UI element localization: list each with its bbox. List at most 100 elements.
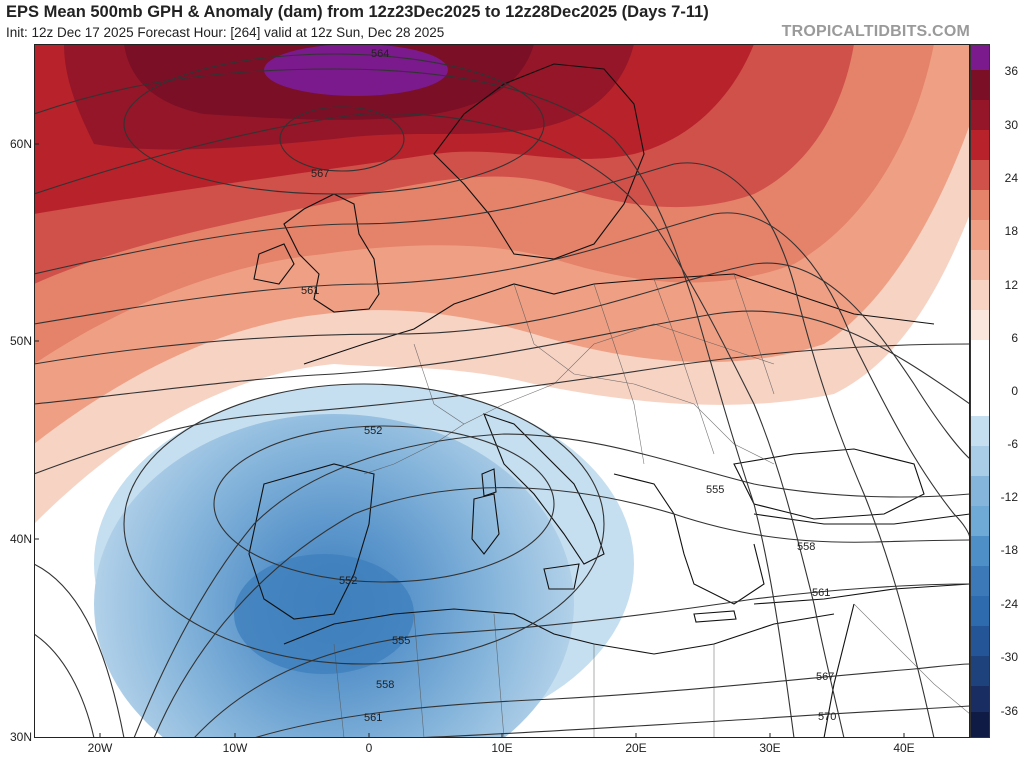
lat-label: 30N	[9, 730, 32, 744]
site-brand[interactable]: TROPICALTIDBITS.COM	[781, 23, 970, 40]
contour-567-south	[253, 663, 970, 738]
africa-coast	[283, 608, 835, 655]
colorbar-label: 0	[1011, 384, 1018, 398]
weather-map: 564 567 561 552 552 555 555 558 558 561 …	[34, 44, 970, 738]
border-line	[853, 603, 970, 715]
contour-555-ring	[123, 383, 605, 665]
chart-title: EPS Mean 500mb GPH & Anomaly (dam) from …	[6, 3, 709, 21]
border-line	[513, 283, 775, 465]
contour-label: 567	[816, 671, 834, 683]
border-line	[413, 323, 775, 425]
crete-coast	[693, 610, 737, 623]
contour-555	[133, 433, 970, 738]
colorbar-label: -12	[1000, 490, 1018, 504]
colorbar-swatch	[970, 130, 990, 160]
mainland-europe-coast	[303, 273, 935, 365]
contour-line	[34, 563, 125, 738]
contour-line	[34, 212, 970, 540]
contour-561-south	[193, 583, 970, 738]
colorbar-swatch	[970, 686, 990, 712]
colorbar-label: 18	[1004, 224, 1018, 238]
contour-line	[34, 310, 970, 405]
border-line	[333, 613, 715, 738]
lon-label: 40E	[893, 741, 915, 755]
chart-subtitle: Init: 12z Dec 17 2025 Forecast Hour: [26…	[6, 25, 445, 40]
contour-label: 558	[376, 679, 394, 691]
colorbar-swatch	[970, 536, 990, 566]
contour-label: 561	[301, 285, 319, 297]
map-frame	[34, 44, 970, 738]
black-sea-coast	[733, 448, 925, 520]
colorbar-swatch	[970, 310, 990, 340]
colorbar-label: 6	[1011, 331, 1018, 345]
height-contours	[34, 53, 970, 738]
contour-570-south	[413, 705, 970, 738]
contour-label: 567	[311, 168, 329, 180]
lat-label: 40N	[9, 532, 32, 546]
colorbar-label: 12	[1004, 278, 1018, 292]
colorbar-label: -24	[1000, 597, 1018, 611]
sardinia-coast	[471, 493, 500, 555]
contour-label: 561	[364, 712, 382, 724]
levant-coast	[823, 603, 855, 738]
contour-line	[34, 112, 845, 738]
contour-label: 555	[706, 484, 724, 496]
colorbar-swatch	[970, 160, 990, 190]
colorbar-swatch	[970, 506, 990, 536]
colorbar-swatch	[970, 44, 990, 70]
colorbar-label: -18	[1000, 543, 1018, 557]
colorbar-swatch	[970, 340, 990, 416]
colorbar-swatch	[970, 190, 990, 220]
iberia-coast	[248, 463, 375, 620]
colorbar-label: 30	[1004, 118, 1018, 132]
colorbar-swatch	[970, 626, 990, 656]
border-line	[733, 273, 775, 395]
colorbar-swatch	[970, 596, 990, 626]
coastlines	[248, 63, 970, 738]
contour-561	[34, 162, 935, 738]
lon-label: 0	[365, 741, 373, 755]
contour-label: 552	[339, 575, 357, 587]
lon-label: 20E	[625, 741, 647, 755]
contour-label: 570	[818, 711, 836, 723]
border-line	[363, 423, 465, 475]
contour-label: 552	[364, 425, 382, 437]
lat-label: 60N	[9, 137, 32, 151]
country-borders	[333, 273, 970, 738]
corsica-coast	[481, 468, 497, 497]
contour-line	[34, 633, 95, 738]
contour-label: 558	[797, 541, 815, 553]
lon-label: 10E	[491, 741, 513, 755]
contour-line	[34, 343, 970, 475]
scandinavia-coast	[433, 63, 645, 260]
colorbar-label: 24	[1004, 171, 1018, 185]
colorbar-label: -36	[1000, 704, 1018, 718]
colorbar-swatch	[970, 656, 990, 686]
colorbar-swatch	[970, 476, 990, 506]
colorbar-swatch	[970, 566, 990, 596]
colorbar-frame	[970, 44, 990, 738]
colorbar	[970, 44, 990, 738]
contour-labels: 564 567 561 552 552 555 555 558 558 561 …	[301, 48, 836, 724]
lon-label: 30E	[759, 741, 781, 755]
colorbar-swatch	[970, 250, 990, 280]
lon-label: 20W	[87, 741, 113, 755]
colorbar-swatch	[970, 446, 990, 476]
contour-label: 555	[392, 635, 410, 647]
border-line	[593, 283, 645, 465]
contour-label: 564	[371, 48, 389, 60]
contour-564-closed	[123, 53, 545, 195]
colorbar-swatch	[970, 70, 990, 100]
contour-label: 561	[812, 587, 830, 599]
italy-coast	[483, 413, 605, 565]
contour-552-closed	[213, 425, 555, 583]
colorbar-swatch	[970, 712, 990, 738]
colorbar-swatch	[970, 280, 990, 310]
contour-558	[153, 487, 970, 738]
colorbar-label: 36	[1004, 64, 1018, 78]
colorbar-label: -30	[1000, 650, 1018, 664]
lon-label: 10W	[222, 741, 248, 755]
lat-label: 50N	[9, 334, 32, 348]
sicily-coast	[543, 563, 580, 590]
contour-567-closed	[279, 106, 405, 172]
